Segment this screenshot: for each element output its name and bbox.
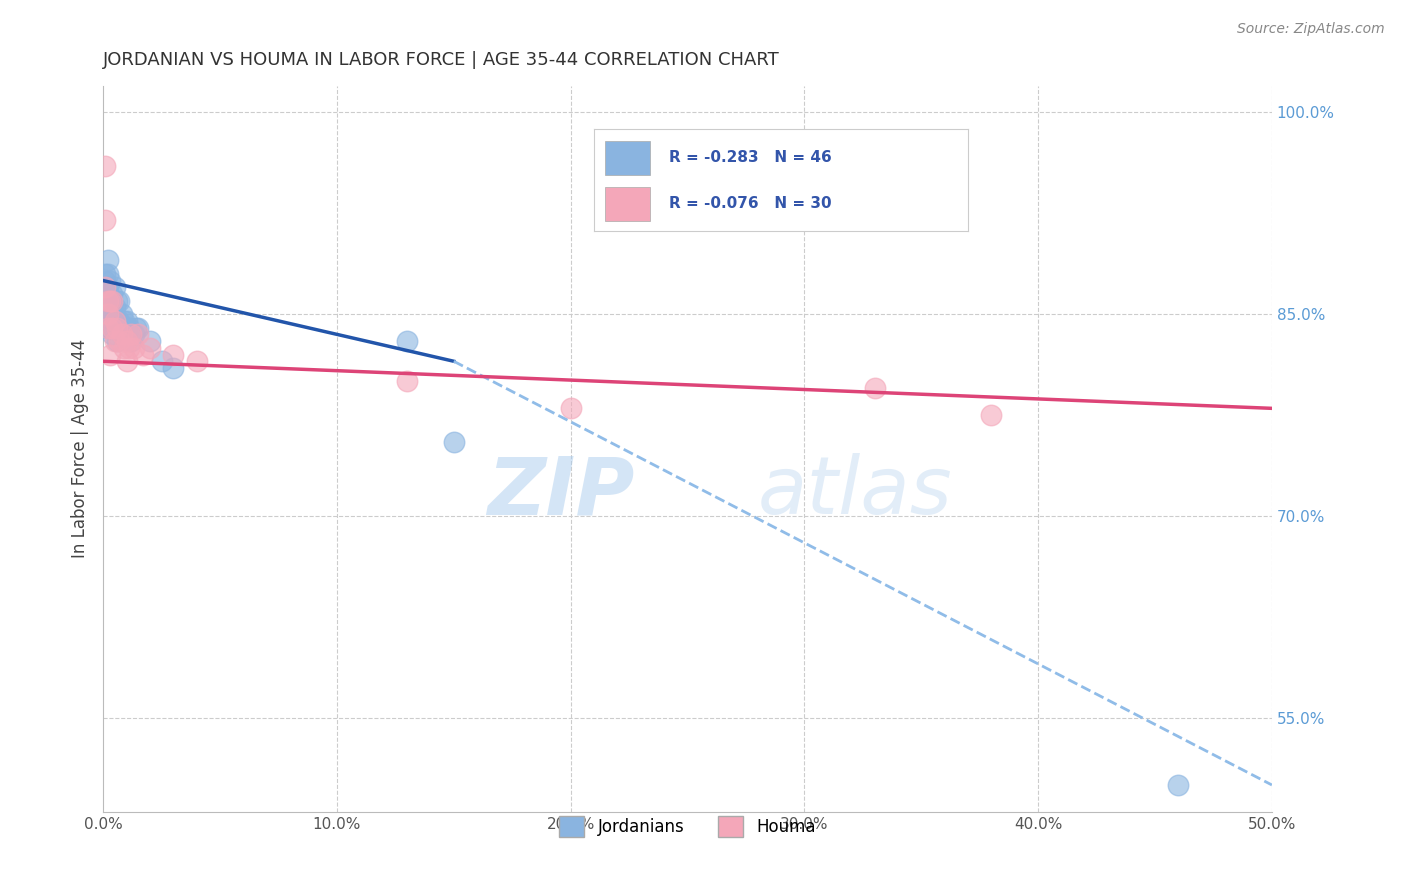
- Point: [112, 341, 135, 355]
- Point: [97, 320, 120, 334]
- Point: [105, 320, 128, 334]
- Point: [863, 381, 886, 395]
- Point: [112, 327, 135, 342]
- Point: [104, 334, 127, 348]
- Point: [104, 280, 127, 294]
- Point: [122, 327, 145, 342]
- Point: [101, 293, 124, 308]
- Point: [101, 301, 124, 315]
- Point: [104, 301, 127, 315]
- Point: [101, 287, 124, 301]
- Point: [118, 320, 141, 334]
- Point: [162, 347, 184, 361]
- Point: [120, 334, 142, 348]
- Point: [118, 341, 141, 355]
- Point: [98, 320, 121, 334]
- Point: [97, 267, 120, 281]
- Point: [98, 293, 121, 308]
- Point: [108, 293, 131, 308]
- Point: [105, 334, 128, 348]
- Point: [94, 267, 117, 281]
- Point: [111, 320, 134, 334]
- Point: [122, 341, 145, 355]
- Point: [97, 307, 120, 321]
- Point: [101, 314, 124, 328]
- Point: [108, 314, 131, 328]
- Point: [97, 280, 120, 294]
- Point: [98, 347, 121, 361]
- Point: [97, 301, 120, 315]
- Point: [104, 314, 127, 328]
- Point: [94, 307, 117, 321]
- Point: [98, 307, 121, 321]
- Point: [139, 341, 162, 355]
- Point: [98, 274, 121, 288]
- Point: [186, 354, 208, 368]
- Point: [115, 314, 138, 328]
- Point: [97, 287, 120, 301]
- Point: [443, 434, 465, 449]
- Point: [105, 293, 128, 308]
- Point: [97, 253, 120, 268]
- Point: [97, 320, 120, 334]
- Point: [94, 280, 117, 294]
- Text: ZIP: ZIP: [488, 453, 636, 532]
- Point: [101, 320, 124, 334]
- Point: [105, 314, 128, 328]
- Point: [125, 320, 148, 334]
- Point: [112, 314, 135, 328]
- Point: [115, 320, 138, 334]
- Text: atlas: atlas: [758, 453, 952, 532]
- Point: [132, 347, 155, 361]
- Point: [980, 408, 1002, 422]
- Point: [115, 354, 138, 368]
- Point: [94, 213, 117, 227]
- Point: [98, 293, 121, 308]
- Point: [101, 327, 124, 342]
- Point: [94, 301, 117, 315]
- Point: [94, 159, 117, 173]
- Point: [97, 293, 120, 308]
- Point: [104, 314, 127, 328]
- Point: [1167, 778, 1189, 792]
- Point: [150, 354, 173, 368]
- Y-axis label: In Labor Force | Age 35-44: In Labor Force | Age 35-44: [72, 339, 89, 558]
- Point: [94, 274, 117, 288]
- Point: [120, 327, 142, 342]
- Legend: Jordanians, Houma: Jordanians, Houma: [553, 810, 823, 844]
- Point: [127, 320, 149, 334]
- Point: [162, 361, 184, 376]
- Point: [94, 280, 117, 294]
- Point: [94, 293, 117, 308]
- Point: [94, 287, 117, 301]
- Point: [127, 327, 149, 342]
- Point: [560, 401, 582, 416]
- Text: Source: ZipAtlas.com: Source: ZipAtlas.com: [1237, 22, 1385, 37]
- Point: [111, 327, 134, 342]
- Point: [395, 375, 418, 389]
- Point: [111, 307, 134, 321]
- Point: [108, 334, 131, 348]
- Point: [139, 334, 162, 348]
- Text: JORDANIAN VS HOUMA IN LABOR FORCE | AGE 35-44 CORRELATION CHART: JORDANIAN VS HOUMA IN LABOR FORCE | AGE …: [103, 51, 780, 69]
- Point: [115, 334, 138, 348]
- Point: [395, 334, 418, 348]
